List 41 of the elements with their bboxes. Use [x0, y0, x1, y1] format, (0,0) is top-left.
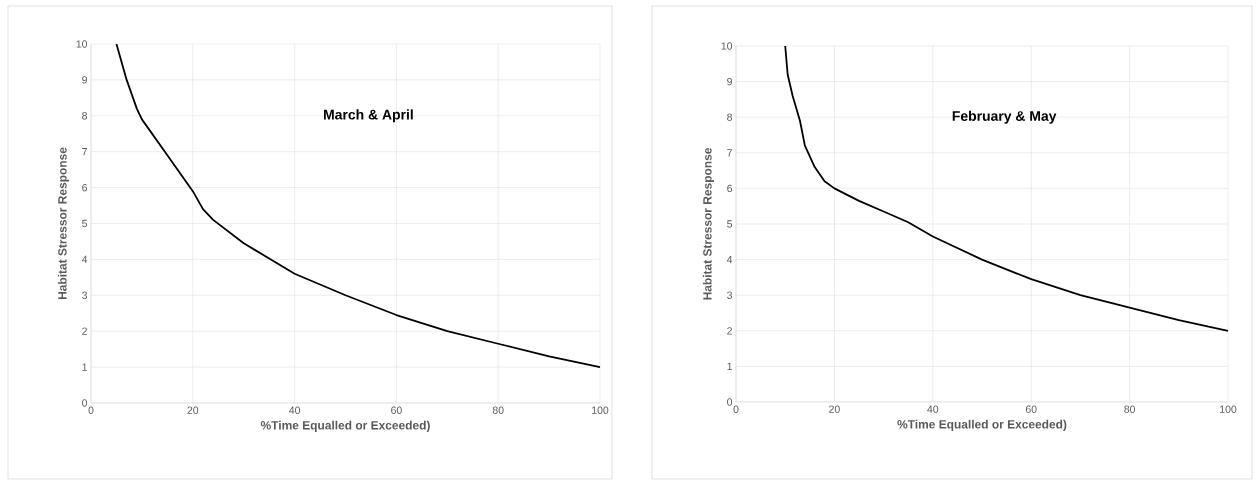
- y-tick-label: 5: [82, 219, 88, 228]
- y-tick-label: 10: [721, 42, 733, 50]
- x-tick-label: 100: [1220, 405, 1237, 413]
- y-tick-label: 6: [82, 183, 88, 192]
- y-tick-label: 2: [727, 327, 732, 335]
- y-tick-label: 1: [727, 362, 732, 370]
- y-tick-label: 8: [82, 112, 88, 120]
- y-tick-label: 9: [82, 76, 87, 84]
- y-tick-label: 3: [82, 291, 88, 299]
- y-tick-label: 9: [727, 77, 732, 86]
- y-tick-label: 0: [727, 398, 733, 406]
- x-tick-label: 20: [187, 406, 199, 414]
- y-tick-label: 7: [82, 148, 87, 156]
- y-axis-title: Habitat Stressor Response: [57, 147, 70, 300]
- annotation: February & May: [952, 110, 1057, 124]
- x-axis-title: %Time Equalled or Exceeded): [260, 420, 430, 432]
- x-tick-label: 80: [492, 406, 504, 414]
- x-tick-label: 0: [733, 405, 739, 413]
- x-tick-label: 100: [592, 406, 609, 414]
- y-tick-label: 6: [727, 184, 733, 193]
- y-tick-label: 3: [727, 291, 733, 299]
- y-tick-label: 8: [727, 113, 733, 121]
- annotation: March & April: [324, 109, 413, 123]
- y-tick-label: 7: [727, 149, 732, 157]
- y-tick-label: 1: [82, 363, 87, 371]
- y-tick-label: 10: [76, 40, 88, 48]
- y-tick-label: 5: [727, 220, 733, 228]
- y-tick-label: 2: [82, 327, 87, 335]
- x-tick-label: 20: [829, 405, 840, 413]
- x-tick-label: 80: [1124, 405, 1136, 413]
- x-tick-label: 60: [1025, 405, 1037, 413]
- x-axis-title: %Time Equalled or Exceeded): [897, 419, 1067, 431]
- x-tick-label: 60: [391, 406, 402, 414]
- x-tick-label: 40: [927, 405, 939, 413]
- y-axis-title: Habitat Stressor Response: [702, 148, 715, 300]
- line-series: [115, 43, 601, 368]
- x-tick-label: 40: [289, 406, 301, 414]
- x-tick-label: 0: [88, 406, 94, 414]
- y-tick-label: 4: [81, 255, 88, 263]
- y-tick-label: 4: [726, 256, 733, 264]
- y-tick-label: 0: [82, 399, 88, 407]
